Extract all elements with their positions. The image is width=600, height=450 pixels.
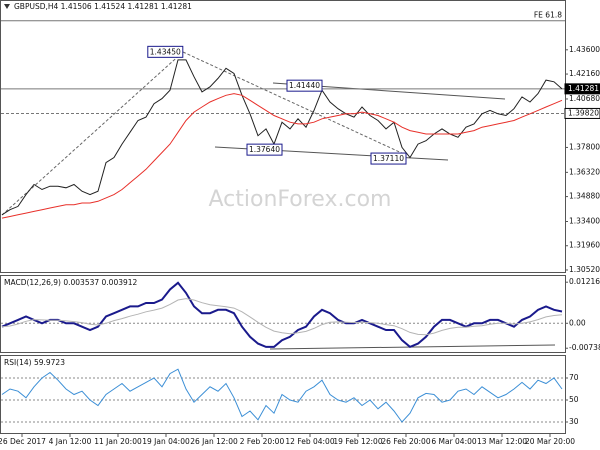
x-tick-label: 26 Dec 2017: [0, 437, 46, 446]
y-tick-label: -0.007384: [569, 343, 600, 352]
price-line-label: 1.41281: [568, 84, 599, 93]
rsi-panel-frame: [0, 355, 566, 434]
y-tick-label: 0.012164: [569, 277, 600, 286]
y-tick-label: 0.00: [569, 318, 586, 327]
y-tick-label: 50: [569, 395, 579, 404]
symbol-icon: [4, 4, 10, 9]
annotation-box: [147, 45, 184, 58]
y-tick-label: 70: [569, 373, 579, 382]
x-tick-label: 19 Jan 04:00: [142, 437, 190, 446]
y-tick-label: 1.31960: [569, 241, 600, 250]
annotation-label: 1.43450: [150, 47, 181, 56]
price-line-label: 1.39820: [568, 108, 599, 117]
annotation-box: [286, 79, 323, 92]
trend-line: [1, 51, 184, 216]
x-tick-label: 4 Jan 12:00: [49, 437, 92, 446]
series-line: [1, 281, 563, 349]
series-line: [1, 59, 563, 216]
x-tick-label: 11 Jan 20:00: [94, 437, 142, 446]
annotation-box: [246, 143, 283, 156]
macd-trend-line: [269, 344, 556, 350]
main-panel-frame: [0, 0, 566, 273]
series-line: [1, 93, 563, 219]
x-tick-label: 6 Mar 04:00: [431, 437, 477, 446]
annotation-label: 1.41440: [289, 81, 320, 90]
rsi-title: RSI(14) 59.9723: [4, 358, 65, 367]
x-tick-label: 13 Mar 12:00: [477, 437, 527, 446]
annotation-box: [370, 152, 407, 165]
macd-title: MACD(12,26,9) 0.003537 0.003912: [4, 278, 138, 287]
series-line: [1, 368, 563, 423]
y-tick-label: 1.40680: [569, 94, 600, 103]
price-label-box: [564, 107, 600, 119]
y-tick-label: 1.42160: [569, 69, 600, 78]
x-tick-label: 26 Jan 12:00: [190, 437, 238, 446]
y-tick-label: 1.37800: [569, 142, 600, 151]
chart-title: GBPUSD,H4 1.41506 1.41524 1.41281 1.4128…: [14, 2, 192, 11]
x-tick-label: 20 Mar 20:00: [525, 437, 575, 446]
y-tick-label: 1.36320: [569, 167, 600, 176]
macd-panel-frame: [0, 275, 566, 353]
annotation-label: 1.37640: [249, 145, 280, 154]
x-tick-label: 19 Feb 12:00: [333, 437, 382, 446]
x-tick-label: 12 Feb 04:00: [285, 437, 334, 446]
y-tick-label: 1.34880: [569, 192, 600, 201]
x-tick-label: 26 Feb 20:00: [381, 437, 430, 446]
annotation-label: 1.37110: [373, 154, 404, 163]
watermark: ActionForex.com: [209, 187, 392, 212]
y-tick-label: 1.33400: [569, 217, 600, 226]
y-tick-label: 30: [569, 417, 579, 426]
price-line-label: FE 61.8: [534, 11, 562, 20]
trend-line: [182, 51, 407, 156]
x-tick-label: 2 Feb 20:00: [240, 437, 285, 446]
y-tick-label: 1.43600: [569, 45, 600, 54]
y-tick-label: 1.30520: [569, 265, 600, 274]
series-line: [1, 298, 563, 336]
price-label-box: [564, 83, 600, 95]
